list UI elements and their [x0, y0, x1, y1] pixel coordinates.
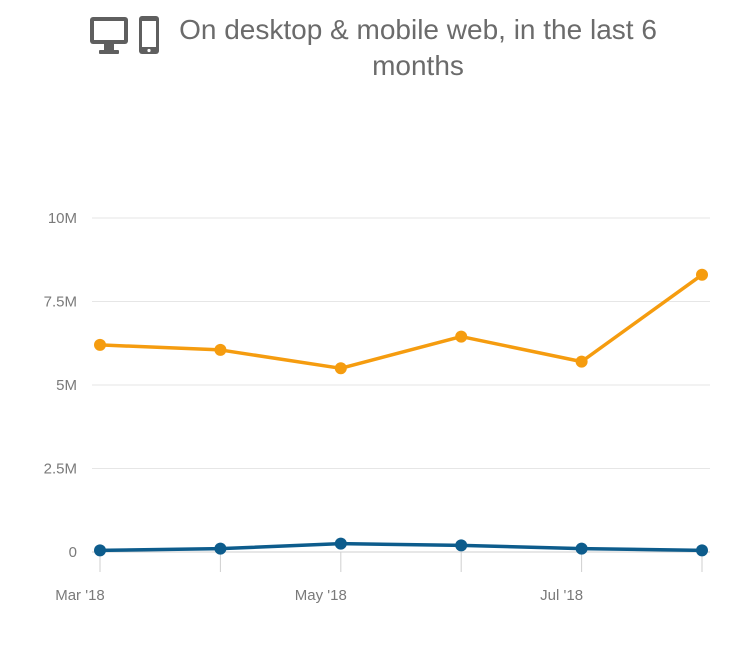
data-point[interactable] — [455, 330, 468, 343]
series-lines — [94, 268, 708, 557]
y-axis-labels: 0 2.5M 5M 7.5M 10M — [44, 210, 77, 561]
data-point[interactable] — [455, 539, 468, 552]
x-tick-label: Jul '18 — [540, 587, 583, 604]
data-point[interactable] — [575, 355, 588, 368]
desktop-monitor-icon — [90, 17, 128, 54]
data-point[interactable] — [575, 542, 588, 555]
chart-header: On desktop & mobile web, in the last 6 m… — [0, 10, 750, 90]
series-line — [98, 273, 704, 371]
data-point[interactable] — [214, 542, 227, 555]
series-1 — [94, 268, 708, 375]
x-axis: Mar '18 May '18 Jul '18 — [55, 551, 710, 604]
data-point[interactable] — [334, 362, 347, 375]
y-tick-label: 5M — [56, 377, 77, 394]
data-point[interactable] — [94, 338, 106, 351]
mobile-phone-icon — [139, 16, 159, 54]
y-tick-label: 2.5M — [44, 461, 77, 478]
series-2 — [94, 537, 708, 557]
data-point[interactable] — [696, 544, 708, 557]
x-tick-label: May '18 — [295, 587, 347, 604]
y-tick-label: 0 — [69, 544, 77, 561]
data-point[interactable] — [696, 268, 708, 281]
y-tick-label: 7.5M — [44, 294, 77, 311]
y-tick-label: 10M — [48, 210, 77, 227]
gridlines — [92, 217, 710, 469]
device-icons — [90, 16, 159, 54]
page-title: On desktop & mobile web, in the last 6 m… — [179, 14, 657, 81]
data-point[interactable] — [94, 544, 106, 557]
x-tick-label: Mar '18 — [55, 587, 105, 604]
series-line — [98, 541, 704, 553]
data-point[interactable] — [334, 537, 347, 550]
data-point[interactable] — [214, 343, 227, 356]
